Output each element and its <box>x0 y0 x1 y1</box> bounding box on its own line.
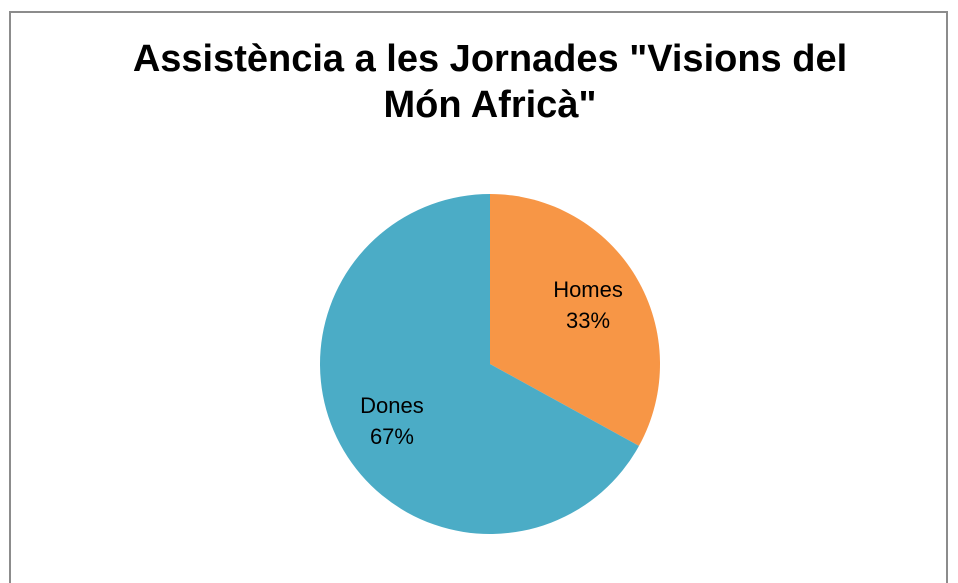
pie-slice <box>320 194 639 534</box>
slice-value-label: 33% <box>566 308 610 333</box>
chart-title: Assistència a les Jornades "Visions del … <box>132 38 848 126</box>
slice-category-label: Dones <box>360 393 424 418</box>
slice-category-label: Homes <box>553 277 623 302</box>
pie-slice <box>490 194 660 446</box>
slice-value-label: 67% <box>370 424 414 449</box>
